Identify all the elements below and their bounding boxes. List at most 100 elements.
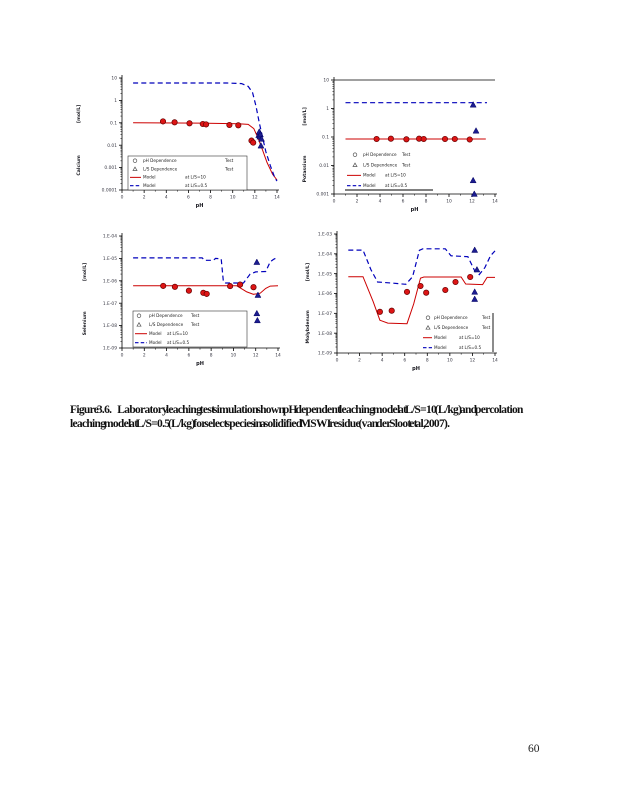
figure-caption-label: Figure 3.6. xyxy=(70,403,112,416)
svg-text:14: 14 xyxy=(492,358,498,364)
selenium-legend: pH Dependence Test L/S Dependence Test Model… xyxy=(132,310,248,348)
legend-row-value: Test xyxy=(401,162,411,167)
svg-text:12: 12 xyxy=(470,358,476,364)
svg-text:0: 0 xyxy=(336,358,339,364)
svg-text:1.E-05: 1.E-05 xyxy=(318,271,332,277)
molybdenum-l-s-dependence-test xyxy=(471,246,481,302)
svg-text:14: 14 xyxy=(274,195,280,201)
legend-triangle-icon xyxy=(136,321,142,327)
legend-row-value: at L/S=0.5 xyxy=(167,340,189,345)
potassium-axes xyxy=(331,77,497,197)
potassium-l-s-dependence-test xyxy=(469,101,480,197)
svg-text:14: 14 xyxy=(275,353,281,359)
svg-text:4: 4 xyxy=(165,353,168,359)
svg-text:10: 10 xyxy=(446,199,452,205)
calcium-model-at-l-s-0-5 xyxy=(133,82,278,182)
legend-triangle-icon xyxy=(425,324,431,330)
chart-potassium: 10 1 0.1 0.01 0.001 0 2 4 6 8 10 12 14 pH [mol/L] Potas… xyxy=(302,77,498,213)
potassium-ph-dependence-test xyxy=(373,135,473,143)
legend-row-label: L/S Dependence xyxy=(149,322,184,327)
svg-text:8: 8 xyxy=(210,353,213,359)
svg-text:0: 0 xyxy=(333,199,336,205)
svg-text:1: 1 xyxy=(326,106,329,112)
calcium-legend: pH Dependence Test L/S Dependence Test Model… xyxy=(127,155,248,191)
chart-selenium: 1.E-04 1.E-05 1.E-06 1.E-07 1.E-08 1.E-09 0 2 4 6… xyxy=(82,233,281,367)
legend-row-value: Test xyxy=(224,158,234,163)
svg-text:0.01: 0.01 xyxy=(107,143,117,149)
selenium-axes xyxy=(119,233,280,351)
svg-text:0: 0 xyxy=(121,195,124,201)
legend-row-label: Model xyxy=(363,183,376,188)
svg-text:1.E-08: 1.E-08 xyxy=(103,323,117,329)
legend-row-label: Model xyxy=(434,345,447,350)
legend-row-value: Test xyxy=(190,313,200,318)
svg-text:4: 4 xyxy=(379,199,382,205)
legend-row-value: at L/S=0.5 xyxy=(385,183,407,188)
svg-text:8: 8 xyxy=(209,195,212,201)
svg-text:6: 6 xyxy=(187,195,190,201)
legend-row-value: Test xyxy=(481,315,491,320)
svg-text:1.E-09: 1.E-09 xyxy=(318,351,332,357)
legend-row-value: Test xyxy=(224,166,234,171)
legend-row-label: Model xyxy=(143,175,156,180)
legend-row-value: Test xyxy=(481,325,491,330)
selenium-x-axis-label: pH xyxy=(196,361,204,367)
legend-row-value: Test xyxy=(401,152,411,157)
legend-triangle-icon xyxy=(132,166,138,171)
molybdenum-y-axis-label: Molybdenum xyxy=(305,310,311,344)
svg-text:1: 1 xyxy=(114,98,117,104)
svg-text:0: 0 xyxy=(121,353,124,359)
svg-text:10: 10 xyxy=(231,353,237,359)
legend-row-label: Model xyxy=(363,173,376,178)
selenium-tick-labels: 1.E-04 1.E-05 1.E-06 1.E-07 1.E-08 1.E-09 0 2 4 6… xyxy=(103,234,281,359)
calcium-x-axis-label: pH xyxy=(196,203,204,209)
legend-row-label: pH Dependence xyxy=(363,152,397,157)
svg-text:1.E-07: 1.E-07 xyxy=(318,311,332,317)
figure-caption-body: Laboratory leaching test simulation show… xyxy=(70,403,523,430)
molybdenum-model-at-l-s-10 xyxy=(348,276,495,325)
svg-text:1.E-04: 1.E-04 xyxy=(318,251,332,257)
svg-text:2: 2 xyxy=(358,358,361,364)
legend-row-value: at L/S=10 xyxy=(459,335,480,340)
svg-text:0.1: 0.1 xyxy=(110,120,117,126)
selenium-y-axis-units: [mol/L] xyxy=(82,263,88,281)
calcium-model-at-l-s-10 xyxy=(133,122,278,181)
calcium-ph-dependence-test xyxy=(159,118,257,146)
molybdenum-ph-dependence-test xyxy=(376,273,474,315)
chart-molybdenum: 1.E-03 1.E-04 1.E-05 1.E-06 1.E-07 1.E-08 1.E-… xyxy=(305,231,498,372)
svg-text:2: 2 xyxy=(143,353,146,359)
legend-row-label: pH Dependence xyxy=(434,315,468,320)
svg-text:1.E-03: 1.E-03 xyxy=(318,232,332,238)
legend-row-value: at L/S=10 xyxy=(167,331,188,336)
svg-text:8: 8 xyxy=(425,199,428,205)
legend-circle-icon xyxy=(136,313,142,318)
legend-row-label: pH Dependence xyxy=(149,313,183,318)
svg-text:12: 12 xyxy=(253,353,259,359)
molybdenum-tick-labels: 1.E-03 1.E-04 1.E-05 1.E-06 1.E-07 1.E-08 1.E-… xyxy=(318,232,498,364)
svg-text:1.E-06: 1.E-06 xyxy=(103,278,117,284)
potassium-tick-labels: 10 1 0.1 0.01 0.001 0 2 4 6 8 10 12 14 xyxy=(316,78,498,205)
figure-caption: Figure 3.6. Laboratory leaching test simu… xyxy=(70,403,552,432)
legend-circle-icon xyxy=(132,158,138,163)
svg-text:6: 6 xyxy=(402,199,405,205)
calcium-y-axis-label: Calcium xyxy=(76,155,82,176)
svg-text:1.E-05: 1.E-05 xyxy=(103,256,117,262)
svg-text:1.E-09: 1.E-09 xyxy=(103,346,117,352)
legend-row-value: at L/S=0.5 xyxy=(459,345,481,350)
molybdenum-model-at-l-s-0-5 xyxy=(348,248,496,285)
legend-row-label: Model xyxy=(143,183,156,188)
selenium-model-at-l-s-0-5 xyxy=(133,256,279,284)
svg-text:12: 12 xyxy=(252,195,258,201)
legend-circle-icon xyxy=(352,152,358,157)
svg-text:10: 10 xyxy=(111,76,117,82)
selenium-ph-dependence-test xyxy=(160,281,257,297)
svg-text:0.01: 0.01 xyxy=(319,163,329,169)
legend-triangle-icon xyxy=(352,162,358,167)
svg-text:2: 2 xyxy=(143,195,146,201)
svg-text:4: 4 xyxy=(165,195,168,201)
svg-text:1.E-06: 1.E-06 xyxy=(318,291,332,297)
calcium-y-axis-units: [mol/L] xyxy=(76,105,82,123)
